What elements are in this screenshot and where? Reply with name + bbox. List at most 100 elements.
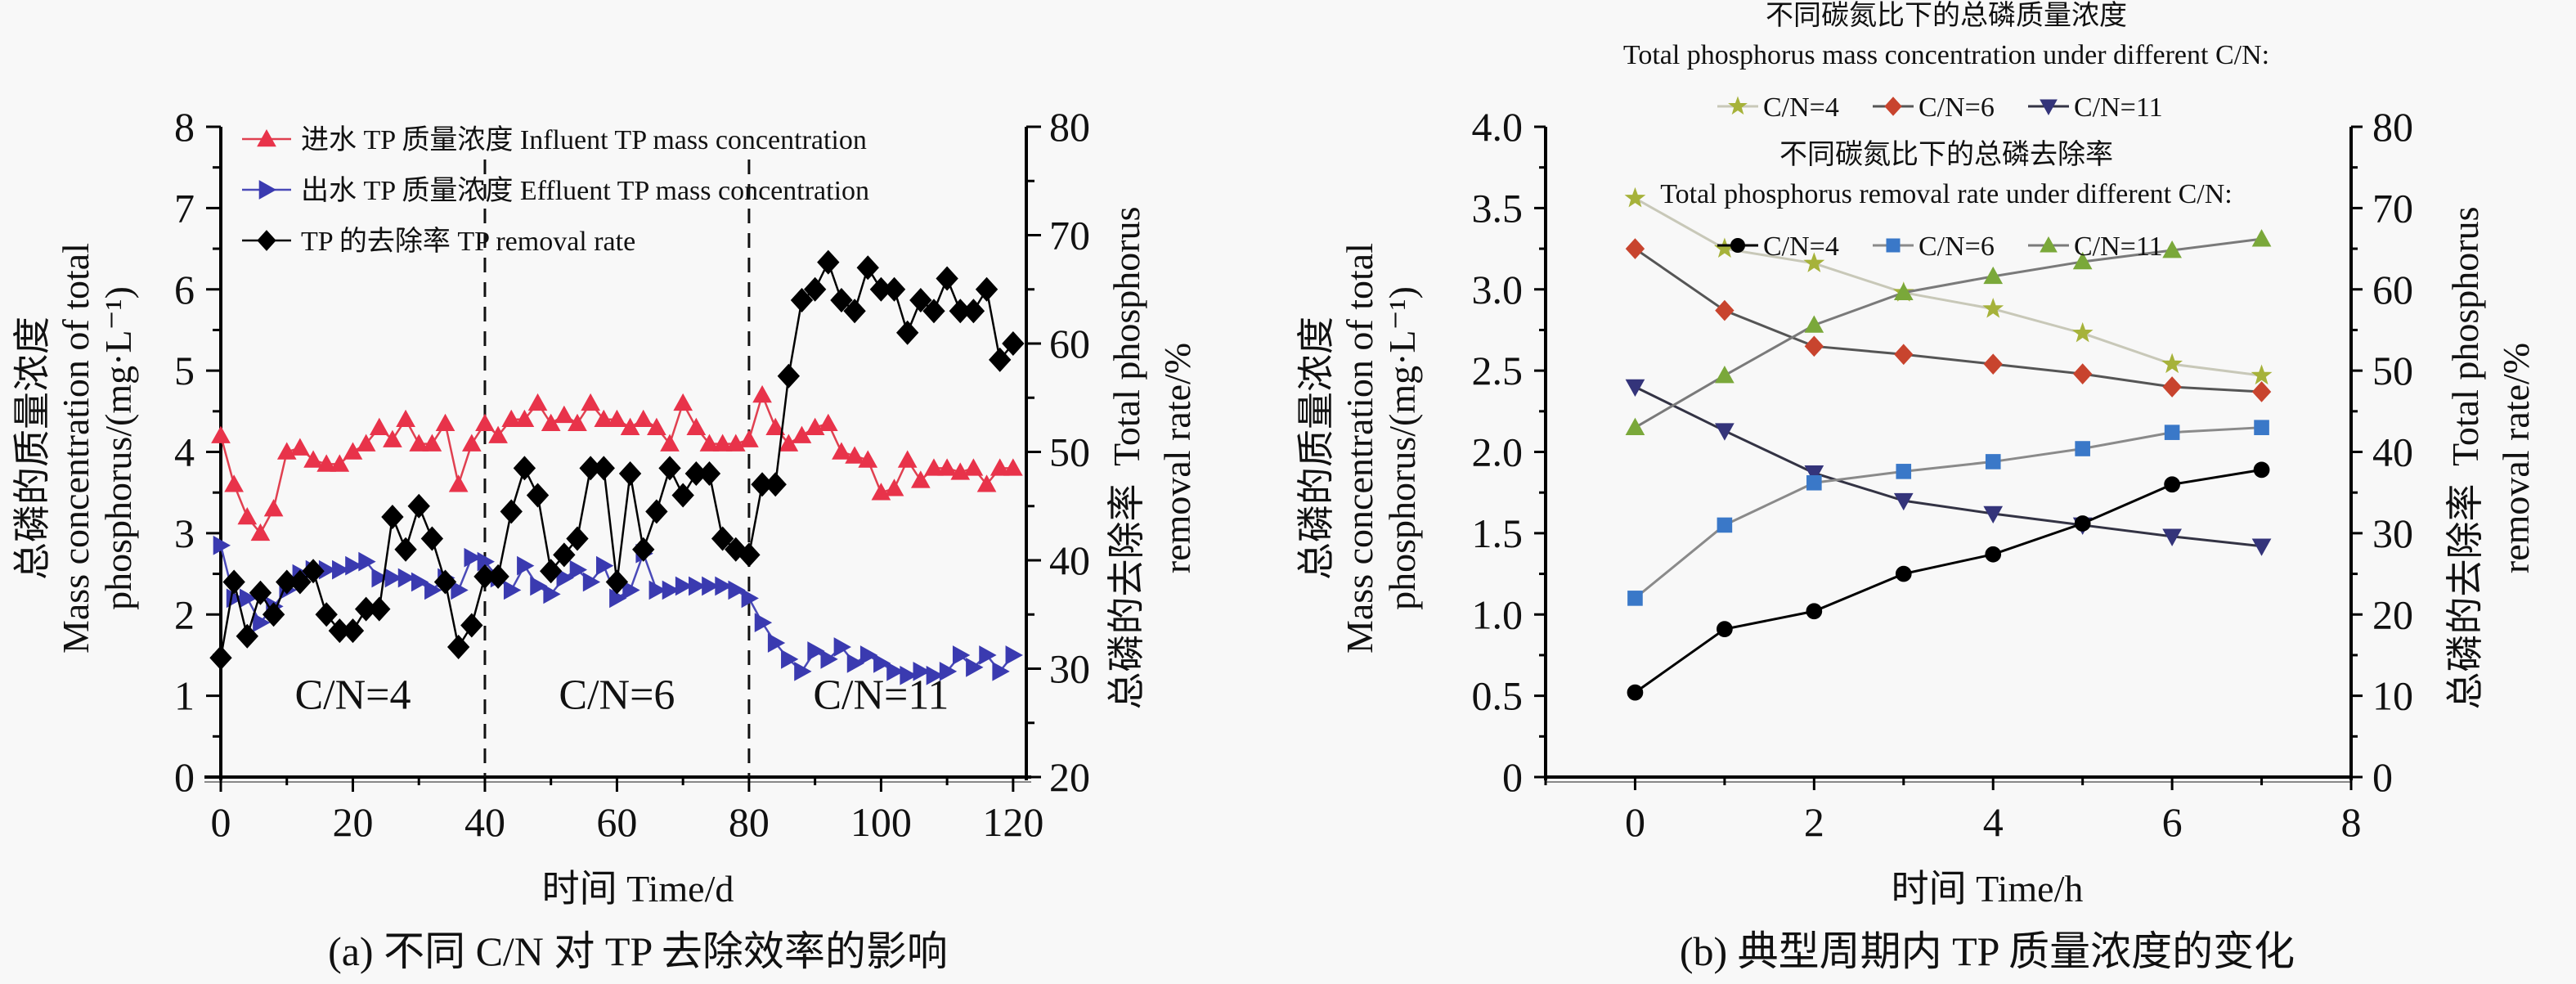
- data-point: [1625, 238, 1645, 259]
- data-point: [1002, 330, 1025, 357]
- data-point: [803, 276, 827, 302]
- data-point: [315, 602, 338, 627]
- data-point: [699, 434, 720, 452]
- data-point: [711, 526, 734, 551]
- data-point: [790, 287, 814, 313]
- data-point: [648, 580, 666, 600]
- data-point: [2074, 515, 2091, 532]
- legend-marker: [1886, 238, 1901, 253]
- data-point: [447, 634, 470, 660]
- series-line-3: [1634, 385, 2262, 548]
- region-label: C/N=4: [294, 672, 411, 719]
- series-line-6: [1634, 237, 2262, 429]
- panel-a-y-label-en1: Mass concentration of total: [55, 243, 96, 654]
- data-point: [249, 580, 272, 605]
- data-point: [764, 472, 787, 497]
- data-point: [924, 458, 944, 476]
- data-point: [566, 526, 589, 551]
- legend-title-en: Total phosphorus mass concentration unde…: [1623, 40, 2269, 70]
- data-point: [817, 249, 840, 275]
- data-point: [607, 409, 627, 428]
- data-point: [2253, 461, 2270, 479]
- data-point: [461, 434, 482, 452]
- data-point: [239, 588, 258, 609]
- data-point: [368, 596, 391, 622]
- data-point: [1806, 474, 1822, 491]
- data-point: [527, 393, 548, 411]
- panel-b-y2-label-en1: Total phosphorus: [2444, 207, 2486, 467]
- data-point: [2162, 528, 2182, 546]
- panel-a-y-label-cn: 总磷的质量浓度: [11, 317, 53, 580]
- data-point: [992, 661, 1010, 681]
- panel-a-axes: 0 1 2 3 4 5 6 7 8 20 30 40 50 60 70 80 0 20 40 60 80 100 120: [174, 104, 1090, 845]
- panel-b-axes: 00.51.01.52.02.53.03.54.0010203040506070…: [1472, 104, 2414, 845]
- x-tick-label: 6: [2162, 799, 2183, 845]
- panel-b-caption: (b) 典型周期内 TP 质量浓度的变化: [1680, 928, 2295, 974]
- y-tick-label: 0: [174, 754, 195, 800]
- data-point: [833, 637, 851, 657]
- data-point: [1803, 252, 1825, 272]
- data-point: [209, 645, 232, 671]
- y2-tick-label: 0: [2372, 754, 2393, 800]
- data-point: [1983, 505, 2004, 524]
- y2-tick-label: 70: [1049, 213, 1090, 258]
- data-point: [715, 576, 733, 596]
- y-tick-label: 1.0: [1472, 591, 1524, 637]
- data-point: [500, 499, 523, 524]
- data-point: [725, 537, 747, 562]
- data-point: [451, 580, 469, 600]
- data-point: [2072, 363, 2093, 384]
- x-tick-label: 100: [850, 799, 912, 845]
- y2-tick-label: 10: [2372, 673, 2413, 719]
- data-point: [671, 483, 694, 508]
- data-point: [754, 613, 773, 633]
- data-point: [237, 506, 258, 525]
- data-point: [1715, 366, 1735, 384]
- data-point: [1003, 458, 1023, 476]
- legend-marker: [1728, 96, 1748, 115]
- data-point: [962, 299, 985, 324]
- data-point: [886, 661, 904, 681]
- y-tick-label: 4.0: [1472, 104, 1524, 150]
- data-point: [952, 645, 971, 665]
- legend-label: C/N=11: [2074, 92, 2163, 123]
- data-point: [475, 413, 495, 432]
- data-point: [2075, 441, 2090, 456]
- data-point: [592, 456, 615, 481]
- data-point: [832, 442, 851, 460]
- data-point: [262, 602, 285, 627]
- data-point: [487, 564, 509, 589]
- data-point: [858, 450, 878, 468]
- data-point: [224, 474, 244, 492]
- panel-b-y-label-en2: phosphorus/(mg·L⁻¹): [1381, 286, 1423, 610]
- data-point: [290, 438, 310, 456]
- y2-tick-label: 30: [2372, 510, 2413, 556]
- data-point: [662, 580, 680, 600]
- data-point: [738, 542, 761, 568]
- legend-title-en: Total phosphorus removal rate under diff…: [1660, 179, 2232, 209]
- x-tick-label: 40: [464, 799, 505, 845]
- panel-a-y2-label-en1: Total phosphorus: [1106, 207, 1147, 467]
- y-tick-label: 1.5: [1472, 510, 1524, 556]
- data-point: [556, 568, 574, 588]
- data-point: [2162, 376, 2182, 398]
- data-point: [846, 654, 865, 673]
- data-point: [966, 657, 984, 677]
- panel-b-legend: 不同碳氮比下的总磷质量浓度 Total phosphorus mass conce…: [1623, 0, 2269, 262]
- data-point: [820, 649, 838, 669]
- legend-marker: [1730, 238, 1745, 253]
- panel-a-x-label: 时间 Time/d: [542, 868, 734, 910]
- data-point: [675, 576, 693, 596]
- panel-b-y2-label-en2: removal rate/%: [2495, 343, 2537, 573]
- data-point: [411, 572, 429, 592]
- data-point: [407, 493, 430, 519]
- data-point: [396, 409, 415, 428]
- data-point: [316, 454, 337, 472]
- data-point: [517, 555, 535, 576]
- legend-label: TP 的去除率 TP removal rate: [301, 226, 635, 257]
- legend-label: C/N=11: [2074, 231, 2163, 262]
- data-point: [332, 559, 350, 580]
- data-point: [739, 429, 759, 447]
- data-point: [609, 588, 627, 609]
- data-point: [540, 559, 563, 584]
